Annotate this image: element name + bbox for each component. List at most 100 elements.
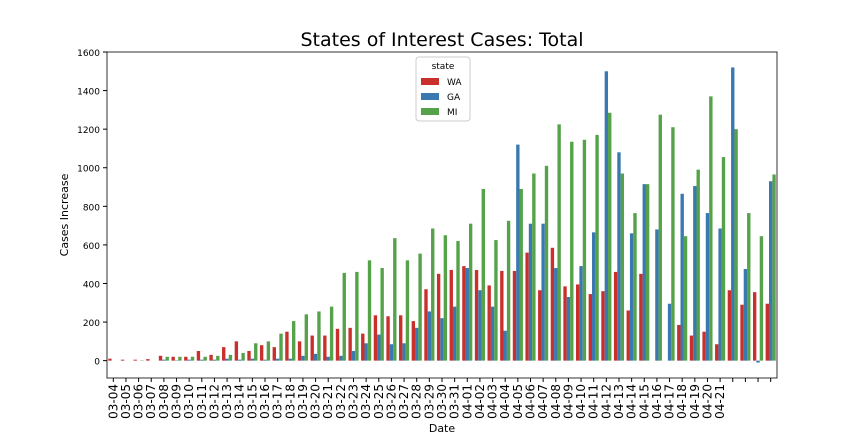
bar	[753, 292, 756, 360]
bar	[355, 272, 358, 361]
legend-title: state	[432, 62, 455, 72]
y-tick-label: 1200	[77, 126, 100, 136]
legend-label: MI	[447, 108, 457, 118]
bar	[709, 96, 712, 360]
y-tick-label: 0	[94, 358, 100, 368]
x-axis-label: Date	[429, 422, 456, 432]
bar	[557, 124, 560, 360]
bar	[273, 347, 276, 361]
bar	[744, 269, 747, 361]
bar	[627, 310, 630, 360]
bar	[374, 315, 377, 360]
bar	[583, 140, 586, 361]
bar	[166, 357, 169, 361]
y-axis-label: Cases Increase	[58, 173, 71, 256]
legend-label: WA	[447, 78, 462, 88]
bar	[630, 233, 633, 360]
x-tick-label: 04-21	[713, 384, 727, 419]
bar	[766, 304, 769, 361]
legend-swatch	[421, 108, 439, 115]
bar	[393, 238, 396, 360]
bar	[203, 357, 206, 361]
bar	[121, 360, 124, 361]
bar	[633, 213, 636, 361]
bar	[450, 270, 453, 361]
bar	[437, 274, 440, 361]
bar	[431, 229, 434, 361]
bar	[216, 356, 219, 361]
bar	[605, 71, 608, 360]
bar	[671, 127, 674, 360]
bar	[659, 115, 662, 361]
bar	[235, 341, 238, 360]
bar	[456, 241, 459, 361]
bar	[238, 360, 241, 361]
bar	[260, 345, 263, 360]
bar	[608, 113, 611, 361]
bar	[617, 152, 620, 360]
bar	[171, 357, 174, 361]
bar	[728, 290, 731, 360]
bar	[475, 270, 478, 361]
bar	[504, 331, 507, 361]
bar	[529, 224, 532, 361]
bar	[576, 284, 579, 360]
bar	[516, 145, 519, 361]
bar	[513, 271, 516, 361]
bar	[563, 286, 566, 360]
bar	[668, 304, 671, 361]
bar	[690, 336, 693, 361]
bar	[330, 307, 333, 361]
bar	[601, 291, 604, 360]
bar	[361, 334, 364, 361]
bar	[225, 359, 228, 361]
bar	[292, 321, 295, 361]
bar	[134, 360, 137, 361]
bar	[364, 343, 367, 360]
bar	[646, 184, 649, 361]
bar	[681, 194, 684, 361]
bar	[368, 260, 371, 360]
bar	[595, 135, 598, 361]
bar	[377, 335, 380, 361]
bar	[380, 268, 383, 361]
bar	[418, 254, 421, 361]
legend-swatch	[421, 78, 439, 85]
bar	[178, 357, 181, 361]
bar	[399, 315, 402, 360]
bar	[314, 354, 317, 361]
bar	[554, 268, 557, 361]
bar	[386, 316, 389, 360]
bar	[348, 328, 351, 361]
bar	[213, 360, 216, 361]
bar	[339, 356, 342, 361]
bar	[482, 189, 485, 361]
bar	[538, 290, 541, 360]
bar	[251, 359, 254, 361]
bar	[643, 184, 646, 361]
bar	[621, 174, 624, 361]
bar	[731, 67, 734, 360]
bar	[697, 170, 700, 361]
bar	[402, 343, 405, 360]
bar	[525, 253, 528, 361]
bar	[453, 307, 456, 361]
bar	[466, 268, 469, 361]
bar	[424, 289, 427, 360]
bar	[276, 359, 279, 361]
bar	[715, 344, 718, 360]
bar	[655, 229, 658, 360]
bar	[693, 186, 696, 361]
bar	[241, 353, 244, 361]
bar	[722, 157, 725, 361]
bar	[311, 336, 314, 361]
bar	[567, 297, 570, 361]
bar	[589, 294, 592, 361]
y-tick-label: 1000	[77, 165, 100, 175]
bar	[440, 318, 443, 360]
bar	[343, 273, 346, 361]
bar	[279, 334, 282, 361]
bar	[222, 347, 225, 361]
bar	[677, 325, 680, 361]
bar	[684, 236, 687, 360]
